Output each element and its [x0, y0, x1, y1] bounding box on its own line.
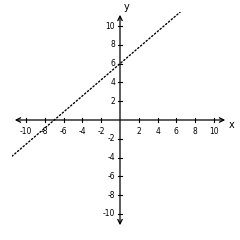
Text: y: y — [124, 2, 130, 12]
Text: 6: 6 — [110, 59, 115, 68]
Text: -10: -10 — [20, 126, 32, 136]
Text: -8: -8 — [41, 126, 49, 136]
Text: 4: 4 — [155, 126, 160, 136]
Text: 10: 10 — [106, 22, 115, 30]
Text: -2: -2 — [97, 126, 105, 136]
Text: -10: -10 — [103, 210, 115, 218]
Text: 10: 10 — [209, 126, 219, 136]
Text: -2: -2 — [108, 134, 115, 143]
Text: -8: -8 — [108, 191, 115, 200]
Text: 6: 6 — [174, 126, 179, 136]
Text: 8: 8 — [193, 126, 198, 136]
Text: -4: -4 — [79, 126, 86, 136]
Text: -6: -6 — [60, 126, 67, 136]
Text: 2: 2 — [111, 97, 115, 106]
Text: x: x — [229, 120, 235, 130]
Text: 4: 4 — [110, 78, 115, 87]
Text: 2: 2 — [136, 126, 141, 136]
Text: -4: -4 — [108, 153, 115, 162]
Text: 8: 8 — [111, 40, 115, 49]
Text: -6: -6 — [108, 172, 115, 181]
